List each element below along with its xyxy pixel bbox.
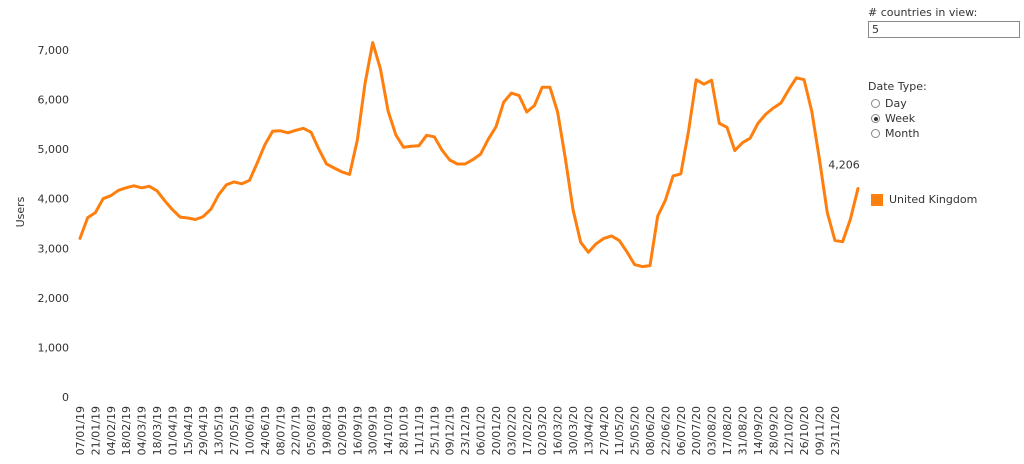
x-tick-label: 17/08/20 [721,406,734,455]
x-tick-label: 06/01/20 [475,406,488,455]
x-tick-label: 08/06/20 [644,406,657,455]
date-type-day-label: Day [885,97,907,110]
x-tick-label: 28/09/20 [767,406,780,455]
x-tick-label: 15/04/19 [182,406,195,455]
date-type-label: Date Type: [868,80,927,93]
x-tick-label: 09/12/19 [444,406,457,455]
x-axis: 07/01/19 21/01/19 04/02/19 18/02/19 04/03/19… [74,406,842,455]
x-tick-label: 22/07/19 [290,406,303,455]
countries-in-view-label: # countries in view: [868,6,978,19]
x-tick-label: 20/07/20 [690,406,703,455]
y-tick-label: 5,000 [38,143,70,156]
legend-swatch [871,193,883,206]
x-tick-label: 21/01/19 [89,406,102,455]
date-type-day-radio[interactable] [871,99,880,108]
y-tick-label: 6,000 [38,94,70,107]
date-type-week-option[interactable]: Week [871,111,927,126]
x-tick-label: 13/04/20 [582,406,595,455]
x-tick-label: 27/04/20 [598,406,611,455]
x-tick-label: 03/02/20 [505,406,518,455]
date-type-week-radio[interactable] [871,114,880,123]
x-tick-label: 08/07/19 [274,406,287,455]
x-tick-label: 18/02/19 [120,406,133,455]
x-tick-label: 30/09/19 [367,406,380,455]
date-type-group: Date Type: Day Week Month [868,80,927,141]
y-tick-label: 2,000 [38,292,70,305]
x-tick-label: 02/09/19 [336,406,349,455]
x-tick-label: 05/08/19 [305,406,318,455]
x-tick-label: 07/01/19 [74,406,87,455]
end-value-label: 4,206 [828,159,860,172]
x-tick-label: 04/02/19 [105,406,118,455]
y-tick-label: 0 [62,391,69,404]
x-tick-label: 26/10/20 [798,406,811,455]
date-type-month-label: Month [885,127,920,140]
y-tick-label: 3,000 [38,242,70,255]
series-line-united-kingdom[interactable] [78,41,860,269]
x-tick-label: 25/11/19 [428,406,441,455]
x-tick-label: 31/08/20 [736,406,749,455]
x-tick-label: 23/11/20 [829,406,842,455]
series-group: 4,206 [78,41,860,269]
x-tick-label: 20/01/20 [490,406,503,455]
x-tick-label: 23/12/19 [459,406,472,455]
x-tick-label: 18/03/19 [151,406,164,455]
x-tick-label: 09/11/20 [813,406,826,455]
y-tick-label: 1,000 [38,341,70,354]
x-tick-label: 10/06/19 [243,406,256,455]
x-tick-label: 28/10/19 [398,406,411,455]
x-tick-label: 16/09/19 [351,406,364,455]
x-tick-label: 25/05/20 [629,406,642,455]
x-tick-label: 14/09/20 [752,406,765,455]
x-tick-label: 12/10/20 [783,406,796,455]
date-type-month-radio[interactable] [871,129,880,138]
x-tick-label: 27/05/19 [228,406,241,455]
y-axis-title: Users [14,196,27,227]
x-tick-label: 03/08/20 [706,406,719,455]
x-tick-label: 22/06/20 [659,406,672,455]
x-tick-label: 11/05/20 [613,406,626,455]
x-tick-label: 17/02/20 [521,406,534,455]
x-tick-label: 02/03/20 [536,406,549,455]
x-tick-label: 30/03/20 [567,406,580,455]
date-type-month-option[interactable]: Month [871,126,927,141]
y-tick-label: 4,000 [38,193,70,206]
x-tick-label: 29/04/19 [197,406,210,455]
x-tick-label: 16/03/20 [552,406,565,455]
legend-item-united-kingdom[interactable]: United Kingdom [871,193,977,206]
x-tick-label: 13/05/19 [213,406,226,455]
x-tick-label: 19/08/19 [320,406,333,455]
control-panel: # countries in view: Date Type: Day Week… [868,6,1020,140]
y-axis: 0 1,000 2,000 3,000 4,000 5,000 6,000 7,000 [38,44,70,404]
x-tick-label: 04/03/19 [136,406,149,455]
x-tick-label: 14/10/19 [382,406,395,455]
x-tick-label: 24/06/19 [259,406,272,455]
date-type-day-option[interactable]: Day [871,96,927,111]
x-tick-label: 01/04/19 [166,406,179,455]
y-tick-label: 7,000 [38,44,70,57]
legend-label: United Kingdom [889,193,978,206]
x-tick-label: 06/07/20 [675,406,688,455]
date-type-week-label: Week [885,112,916,125]
countries-in-view-input[interactable] [868,21,1020,38]
x-tick-label: 11/11/19 [413,406,426,455]
